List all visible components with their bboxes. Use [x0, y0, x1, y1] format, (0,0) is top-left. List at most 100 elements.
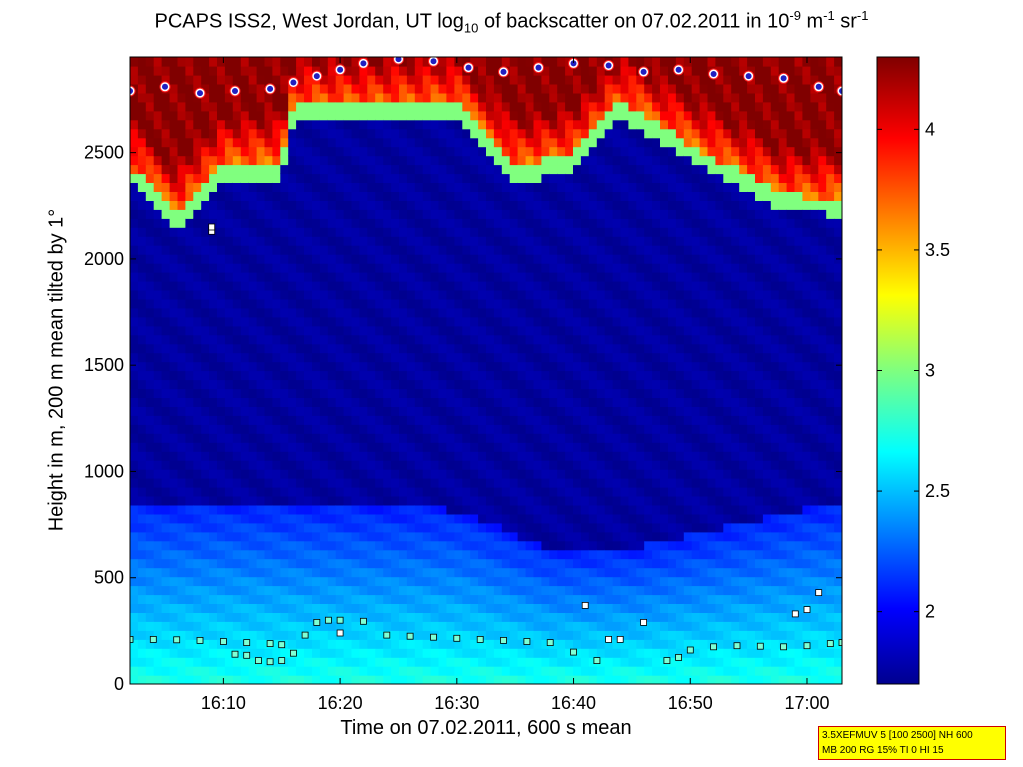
- heatmap-cell: [580, 549, 590, 560]
- heatmap-cell: [248, 218, 258, 228]
- heatmap-cell: [185, 576, 194, 587]
- heatmap-cell: [620, 57, 629, 67]
- heatmap-cell: [335, 504, 345, 515]
- heatmap-cell: [391, 370, 400, 381]
- heatmap-cell: [399, 460, 408, 470]
- heatmap-cell: [644, 388, 653, 398]
- heatmap-cell: [414, 110, 424, 121]
- heatmap-cell: [668, 236, 677, 246]
- heatmap-cell: [683, 540, 693, 551]
- heatmap-cell: [588, 101, 598, 112]
- heatmap-cell: [304, 639, 313, 649]
- heatmap-cell: [161, 307, 171, 318]
- heatmap-cell: [177, 558, 186, 569]
- heatmap-cell: [620, 218, 629, 228]
- heatmap-cell: [351, 137, 360, 148]
- heatmap-cell: [478, 630, 487, 640]
- heatmap-cell: [145, 361, 155, 372]
- heatmap-cell: [335, 191, 345, 201]
- heatmap-cell: [517, 110, 527, 121]
- heatmap-cell: [201, 576, 210, 587]
- heatmap-cell: [644, 227, 653, 237]
- heatmap-cell: [130, 397, 139, 407]
- heatmap-cell: [145, 263, 155, 273]
- heatmap-cell: [636, 57, 645, 67]
- heatmap-cell: [232, 406, 242, 416]
- heatmap-cell: [391, 630, 400, 640]
- heatmap-cell: [201, 567, 210, 578]
- heatmap-cell: [224, 289, 234, 300]
- heatmap-cell: [675, 92, 685, 103]
- heatmap-cell: [422, 433, 432, 443]
- heatmap-cell: [675, 460, 685, 470]
- heatmap-cell: [209, 173, 218, 183]
- heatmap-cell: [525, 209, 535, 219]
- heatmap-cell: [375, 209, 384, 219]
- heatmap-cell: [596, 289, 606, 300]
- heatmap-cell: [414, 513, 424, 524]
- heatmap-cell: [628, 397, 637, 407]
- heatmap-cell: [209, 57, 218, 67]
- heatmap-cell: [454, 289, 463, 300]
- heatmap-cell: [691, 522, 701, 533]
- heatmap-cell: [628, 155, 637, 166]
- heatmap-cell: [169, 191, 179, 201]
- heatmap-cell: [224, 540, 234, 551]
- heatmap-cell: [660, 119, 669, 130]
- heatmap-cell: [596, 57, 606, 67]
- heatmap-cell: [272, 388, 281, 398]
- heatmap-cell: [509, 227, 519, 237]
- heatmap-cell: [683, 424, 693, 434]
- heatmap-cell: [596, 424, 606, 434]
- heatmap-cell: [224, 173, 234, 183]
- heatmap-cell: [367, 334, 376, 345]
- heatmap-cell: [683, 66, 693, 76]
- heatmap-cell: [169, 245, 179, 255]
- heatmap-cell: [580, 486, 590, 497]
- heatmap-cell: [280, 612, 289, 622]
- heatmap-cell: [335, 397, 345, 407]
- heatmap-cell: [217, 200, 226, 210]
- heatmap-cell: [573, 334, 582, 345]
- heatmap-cell: [604, 218, 614, 228]
- heatmap-cell: [232, 486, 242, 497]
- heatmap-cell: [161, 245, 171, 255]
- heatmap-cell: [343, 245, 353, 255]
- heatmap-cell: [209, 675, 218, 684]
- heatmap-cell: [391, 101, 400, 112]
- heatmap-cell: [691, 666, 701, 676]
- heatmap-cell: [628, 666, 637, 676]
- heatmap-cell: [367, 630, 376, 640]
- heatmap-cell: [351, 200, 360, 210]
- heatmap-cell: [359, 110, 368, 121]
- heatmap-cell: [541, 451, 550, 461]
- heatmap-cell: [549, 182, 558, 192]
- heatmap-cell: [304, 675, 313, 684]
- heatmap-cell: [660, 442, 669, 452]
- heatmap-cell: [351, 648, 360, 658]
- heatmap-cell: [319, 83, 329, 94]
- heatmap-cell: [399, 478, 408, 488]
- heatmap-cell: [620, 442, 629, 452]
- heatmap-cell: [533, 334, 542, 345]
- heatmap-cell: [375, 486, 384, 497]
- heatmap-cell: [596, 155, 606, 166]
- heatmap-cell: [248, 558, 258, 569]
- heatmap-cell: [604, 657, 614, 667]
- heatmap-cell: [359, 621, 368, 631]
- heatmap-cell: [683, 298, 693, 309]
- heatmap-cell: [288, 352, 297, 363]
- heatmap-cell: [414, 630, 424, 640]
- heatmap-cell: [351, 424, 360, 434]
- heatmap-cell: [264, 478, 273, 488]
- heatmap-cell: [533, 648, 542, 658]
- heatmap-cell: [422, 675, 432, 684]
- heatmap-cell: [517, 352, 527, 363]
- heatmap-cell: [224, 343, 234, 354]
- heatmap-cell: [549, 316, 558, 327]
- heatmap-cell: [636, 280, 645, 291]
- heatmap-cell: [525, 675, 535, 684]
- heatmap-cell: [399, 173, 408, 183]
- heatmap-cell: [351, 397, 360, 407]
- heatmap-cell: [620, 83, 629, 94]
